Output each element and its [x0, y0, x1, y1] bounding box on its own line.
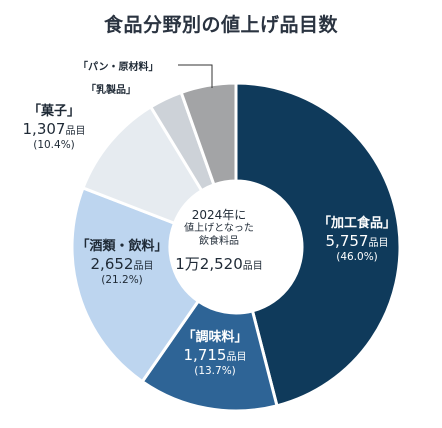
label-name: 「調味料」: [182, 330, 248, 345]
leader-line: [178, 64, 213, 88]
slice-1: [140, 299, 279, 413]
label-value: 2,652品目: [90, 255, 154, 274]
slice-2: [70, 186, 201, 384]
label-name: 「酒類・飲料」: [76, 239, 168, 254]
label-percent: (21.2%): [101, 274, 143, 286]
center-summary: 2024年に 値上げとなった 飲食料品 1万2,520品目: [164, 206, 274, 274]
slice-5: [179, 81, 238, 187]
center-caption-1: 値上げとなった: [184, 223, 254, 234]
label-confectionery: 「菓子」 1,307品目 (10.4%): [14, 104, 94, 152]
label-name: 「菓子」: [27, 104, 80, 119]
label-percent: (13.7%): [194, 365, 236, 377]
center-total: 1万2,520品目: [164, 253, 274, 274]
label-value: 5,757品目: [325, 232, 389, 251]
center-caption-2: 飲食料品: [199, 235, 239, 247]
label-seasoning: 「調味料」 1,715品目 (13.7%): [165, 330, 265, 378]
label-percent: (46.0%): [336, 251, 378, 263]
label-value: 1,715品目: [183, 346, 247, 365]
center-total-unit: 品目: [242, 261, 263, 272]
slice-0: [234, 81, 402, 408]
label-value: 1,307品目: [22, 120, 86, 139]
center-total-value: 1万2,520: [175, 255, 243, 273]
label-name: 「加工食品」: [317, 216, 396, 231]
label-processed-food: 「加工食品」 5,757品目 (46.0%): [312, 216, 402, 264]
label-bread-ingredients: 「パン・原材料」: [78, 62, 159, 73]
label-dairy: 「乳製品」: [86, 85, 136, 96]
label-alcohol-beverage: 「酒類・飲料」 2,652品目 (21.2%): [72, 239, 172, 287]
center-year: 2024年に: [191, 208, 247, 222]
chart-title: 食品分野別の値上げ品目数: [103, 14, 338, 36]
label-percent: (10.4%): [33, 139, 75, 151]
